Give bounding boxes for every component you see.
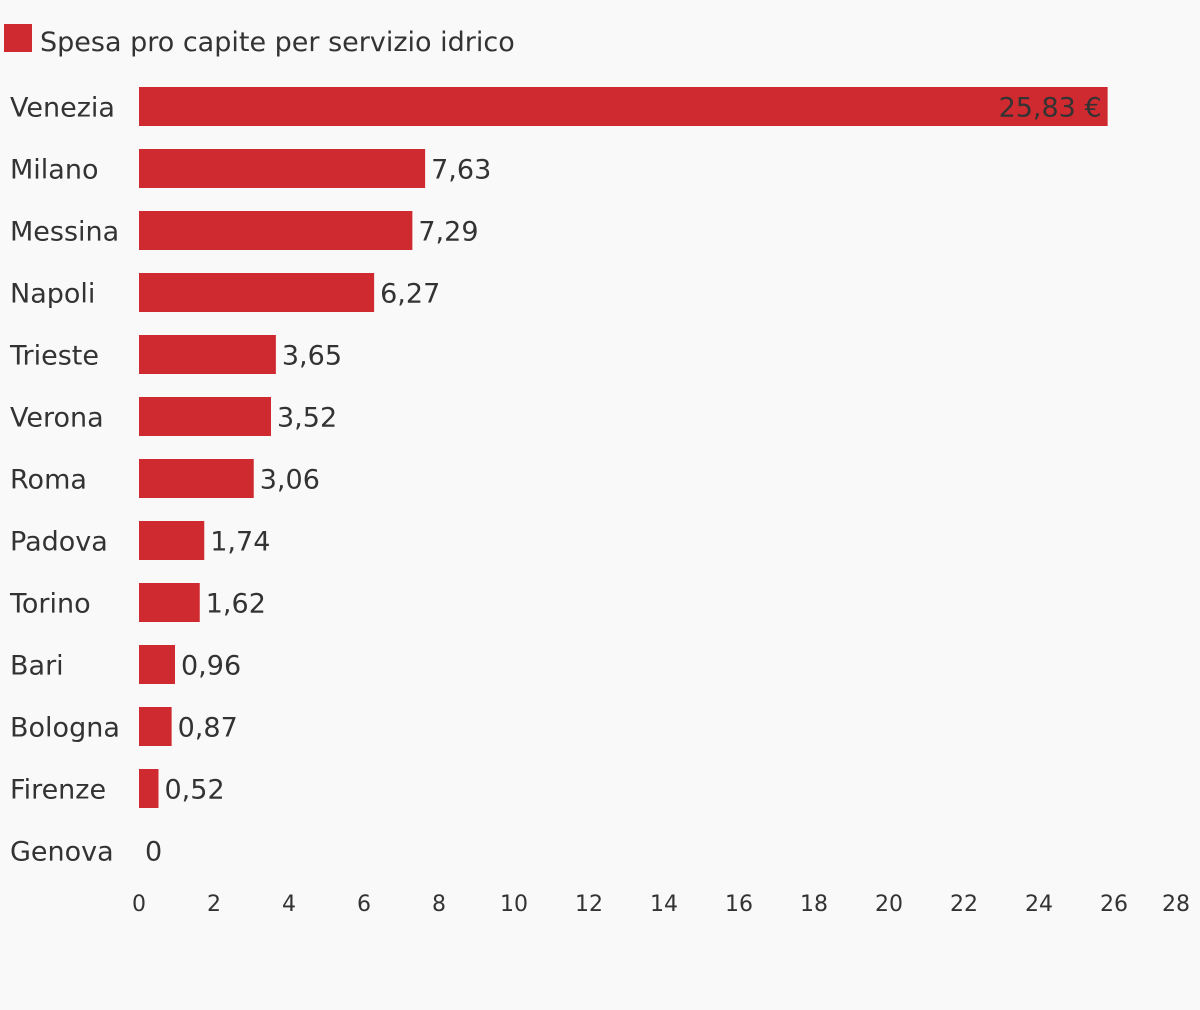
category-label-venezia: Venezia bbox=[10, 93, 115, 124]
value-label-firenze: 0,52 bbox=[165, 775, 225, 806]
bar-napoli bbox=[139, 273, 375, 312]
bar-torino bbox=[139, 583, 200, 622]
value-label-roma: 3,06 bbox=[260, 465, 320, 496]
value-label-trieste: 3,65 bbox=[282, 341, 342, 372]
x-tick-label: 28 bbox=[1162, 892, 1190, 917]
x-tick-label: 12 bbox=[575, 892, 603, 917]
bar-venezia bbox=[139, 87, 1108, 126]
x-tick-label: 22 bbox=[950, 892, 978, 917]
category-label-bologna: Bologna bbox=[10, 713, 120, 744]
category-label-firenze: Firenze bbox=[10, 775, 106, 806]
bar-milano bbox=[139, 149, 426, 188]
x-tick-label: 8 bbox=[432, 892, 446, 917]
value-labels: 25,83 € 7,63 7,29 6,27 3,65 3,52 3,06 1,74 1,62 0… bbox=[145, 93, 1102, 868]
bar-messina bbox=[139, 211, 413, 250]
value-label-padova: 1,74 bbox=[210, 527, 270, 558]
x-tick-label: 6 bbox=[357, 892, 371, 917]
category-label-bari: Bari bbox=[10, 651, 64, 682]
category-labels: Venezia Milano Messina Napoli Trieste Verona R… bbox=[9, 93, 120, 868]
bar-roma bbox=[139, 459, 254, 498]
bar-bologna bbox=[139, 707, 172, 746]
x-tick-label: 26 bbox=[1100, 892, 1128, 917]
category-label-verona: Verona bbox=[10, 403, 104, 434]
category-label-roma: Roma bbox=[10, 465, 87, 496]
x-tick-label: 18 bbox=[800, 892, 828, 917]
value-label-messina: 7,29 bbox=[418, 217, 478, 248]
value-label-venezia: 25,83 € bbox=[999, 93, 1102, 124]
bar-verona bbox=[139, 397, 271, 436]
bar-bari bbox=[139, 645, 175, 684]
x-tick-label: 16 bbox=[725, 892, 753, 917]
category-label-torino: Torino bbox=[9, 589, 91, 620]
value-label-bari: 0,96 bbox=[181, 651, 241, 682]
x-tick-label: 4 bbox=[282, 892, 296, 917]
category-label-napoli: Napoli bbox=[10, 279, 95, 310]
value-label-bologna: 0,87 bbox=[178, 713, 238, 744]
category-label-padova: Padova bbox=[10, 527, 108, 558]
value-label-milano: 7,63 bbox=[431, 155, 491, 186]
x-tick-label: 14 bbox=[650, 892, 678, 917]
category-label-genova: Genova bbox=[10, 837, 114, 868]
x-tick-label: 0 bbox=[132, 892, 146, 917]
legend-swatch bbox=[4, 24, 32, 52]
category-label-messina: Messina bbox=[10, 217, 119, 248]
x-tick-label: 24 bbox=[1025, 892, 1053, 917]
x-axis-ticks: 0 2 4 6 8 10 12 14 16 18 20 22 24 26 28 bbox=[132, 892, 1190, 917]
legend: Spesa pro capite per servizio idrico bbox=[4, 24, 515, 58]
bar-trieste bbox=[139, 335, 276, 374]
bars-group bbox=[139, 87, 1108, 808]
bar-padova bbox=[139, 521, 205, 560]
category-label-milano: Milano bbox=[10, 155, 98, 186]
value-label-verona: 3,52 bbox=[277, 403, 337, 434]
value-label-genova: 0 bbox=[145, 837, 162, 868]
x-tick-label: 10 bbox=[500, 892, 528, 917]
x-tick-label: 20 bbox=[875, 892, 903, 917]
legend-label: Spesa pro capite per servizio idrico bbox=[40, 27, 515, 58]
value-label-napoli: 6,27 bbox=[380, 279, 440, 310]
x-tick-label: 2 bbox=[207, 892, 221, 917]
value-label-torino: 1,62 bbox=[206, 589, 266, 620]
category-label-trieste: Trieste bbox=[9, 341, 99, 372]
bar-firenze bbox=[139, 769, 159, 808]
